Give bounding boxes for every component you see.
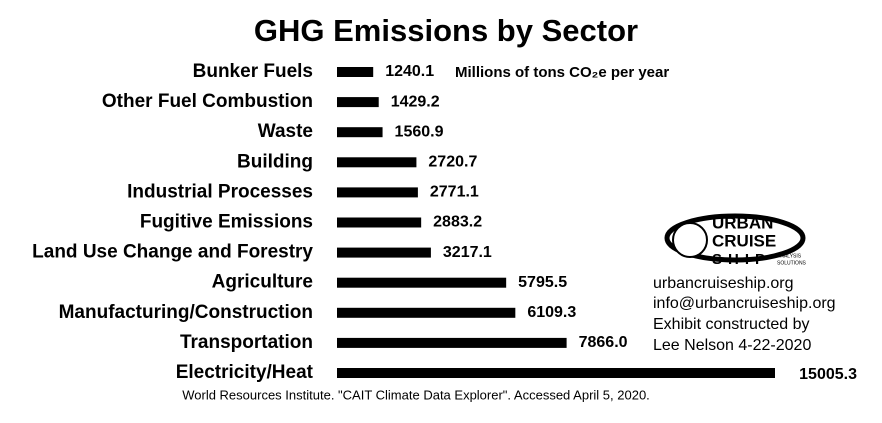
category-label: Building: [237, 151, 313, 172]
bar: [337, 307, 516, 318]
bar: [337, 217, 422, 228]
category-label: Waste: [258, 121, 313, 142]
bar: [337, 97, 379, 108]
category-label: Manufacturing/Construction: [59, 302, 313, 323]
credit: urbancruiseship.org: [653, 275, 794, 292]
credit: Exhibit constructed by: [653, 316, 810, 333]
bar: [337, 247, 431, 258]
bar: [337, 368, 775, 378]
value-label: 6109.3: [527, 304, 576, 321]
value-label: 5795.5: [518, 274, 567, 291]
category-label: Fugitive Emissions: [140, 212, 313, 233]
logo: URBAN CRUISE SHIP ANALYSIS SOLUTIONS: [664, 213, 807, 268]
chart-title: GHG Emissions by Sector: [254, 13, 638, 48]
logo-text: URBAN: [712, 213, 773, 232]
category-label: Industrial Processes: [127, 181, 313, 202]
credit: info@urbancruiseship.org: [653, 295, 836, 312]
source: World Resources Institute. "CAIT Climate…: [182, 387, 650, 402]
category-label: Agriculture: [212, 272, 313, 293]
logo-swoosh: [664, 213, 806, 263]
value-label: 2883.2: [433, 214, 482, 231]
unit-note: Millions of tons CO₂e per year: [455, 64, 669, 81]
value-label: 2771.1: [430, 184, 479, 201]
value-label: 1560.9: [395, 123, 444, 140]
value-label: 15005.3: [799, 366, 857, 383]
logo-text: CRUISE: [712, 231, 776, 250]
value-label: 1429.2: [391, 93, 440, 110]
value-label: 2720.7: [428, 154, 477, 171]
bar: [337, 67, 374, 77]
category-label: Other Fuel Combustion: [102, 91, 313, 112]
credit: Lee Nelson 4-22-2020: [653, 337, 811, 354]
bar: [337, 127, 383, 138]
bar: [337, 157, 417, 168]
value-label: 7866.0: [579, 334, 628, 351]
value-label: 1240.1: [385, 63, 434, 80]
logo-text: SHIP: [712, 251, 771, 268]
bar: [337, 337, 567, 348]
value-label: 3217.1: [443, 244, 492, 261]
category-label: Land Use Change and Forestry: [32, 242, 313, 263]
logo-tagline: ANALYSIS: [777, 253, 802, 259]
logo-tagline: SOLUTIONS: [777, 260, 807, 266]
bar: [337, 277, 507, 288]
bar: [337, 187, 418, 198]
logo-globe: [672, 222, 708, 258]
category-label: Electricity/Heat: [176, 362, 314, 383]
category-label: Bunker Fuels: [193, 61, 313, 82]
category-label: Transportation: [180, 332, 313, 353]
